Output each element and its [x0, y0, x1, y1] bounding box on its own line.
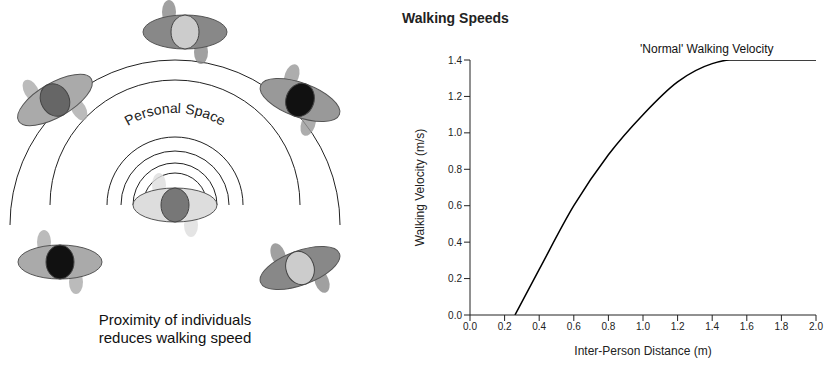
svg-text:1.0: 1.0	[636, 321, 650, 332]
svg-text:0.0: 0.0	[448, 310, 462, 321]
svg-text:0.4: 0.4	[532, 321, 546, 332]
svg-text:Inter-Person Distance (m): Inter-Person Distance (m)	[574, 344, 711, 358]
svg-text:1.2: 1.2	[671, 321, 685, 332]
svg-text:0.6: 0.6	[448, 200, 462, 211]
svg-text:0.2: 0.2	[448, 273, 462, 284]
html-text:Walking Speeds: Walking Speeds	[402, 10, 509, 26]
svg-text:Walking Velocity (m/s): Walking Velocity (m/s)	[413, 129, 427, 247]
svg-text:1.0: 1.0	[448, 127, 462, 138]
svg-text:Proximity of individuals: Proximity of individuals	[99, 311, 252, 328]
svg-text:0.0: 0.0	[463, 321, 477, 332]
html-text:'Normal' Walking Velocity: 'Normal' Walking Velocity	[640, 42, 774, 56]
svg-text:0.8: 0.8	[601, 321, 615, 332]
svg-text:0.4: 0.4	[448, 237, 462, 248]
svg-text:1.4: 1.4	[448, 55, 462, 66]
svg-text:0.8: 0.8	[448, 164, 462, 175]
svg-text:0.2: 0.2	[498, 321, 512, 332]
svg-text:Personal Space: Personal Space	[122, 100, 229, 129]
svg-text:1.6: 1.6	[740, 321, 754, 332]
svg-text:reduces walking speed: reduces walking speed	[99, 329, 252, 346]
svg-text:1.8: 1.8	[774, 321, 788, 332]
svg-text:1.2: 1.2	[448, 91, 462, 102]
svg-text:1.4: 1.4	[705, 321, 719, 332]
svg-text:0.6: 0.6	[567, 321, 581, 332]
svg-text:2.0: 2.0	[809, 321, 823, 332]
